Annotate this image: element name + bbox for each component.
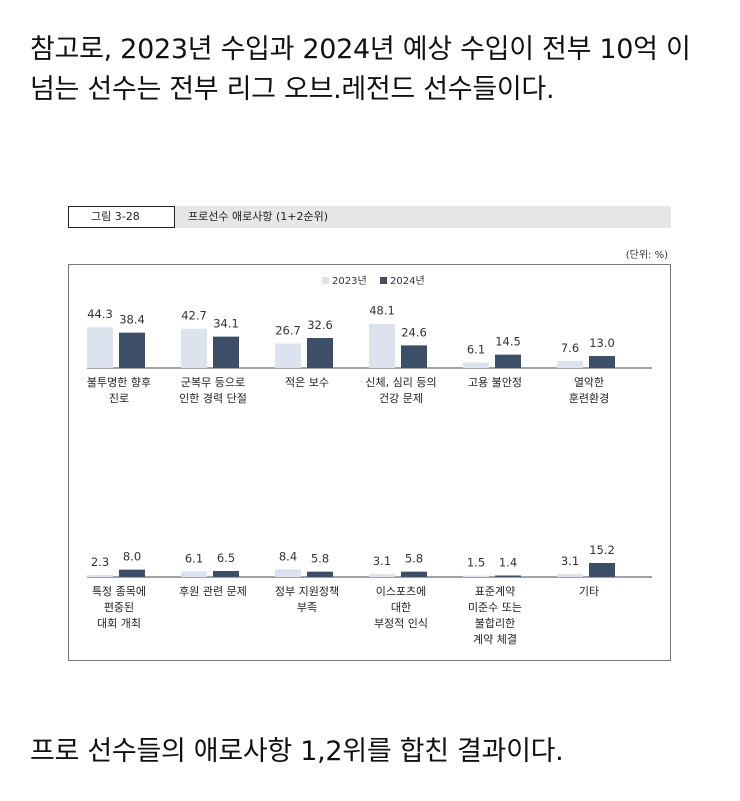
intro-paragraph: 참고로, 2023년 수입과 2024년 예상 수입이 전부 10억 이 넘는 … xyxy=(30,34,691,105)
bar-2023 xyxy=(181,328,207,368)
data-label-2023: 6.1 xyxy=(467,342,485,356)
bar-2023 xyxy=(557,574,583,577)
category-label: 진로 xyxy=(109,392,129,405)
outro-paragraph: 프로 선수들의 애로사항 1,2위를 합친 결과이다. xyxy=(30,736,564,767)
data-label-2024: 5.8 xyxy=(405,552,423,566)
legend-swatch-1 xyxy=(380,277,387,284)
data-label-2023: 3.1 xyxy=(561,554,579,568)
data-label-2024: 1.4 xyxy=(499,556,517,570)
category-label: 계약 체결 xyxy=(473,632,517,646)
bar-2024 xyxy=(495,575,521,577)
figure-number: 그림 3-28 xyxy=(68,206,175,228)
data-label-2023: 48.1 xyxy=(369,304,395,318)
bar-2024 xyxy=(307,338,333,368)
bar-2024 xyxy=(401,345,427,368)
bar-2023 xyxy=(369,323,395,368)
bar-2023 xyxy=(87,327,113,368)
bar-2023 xyxy=(369,574,395,577)
category-label: 미준수 또는 xyxy=(468,601,522,614)
bar-2024 xyxy=(589,356,615,368)
bar-2023 xyxy=(463,362,489,368)
bar-2023 xyxy=(463,575,489,577)
legend-label-0: 2023년 xyxy=(332,275,367,287)
category-label: 적은 보수 xyxy=(285,376,329,389)
category-label: 불투명한 향후 xyxy=(87,376,151,389)
category-label: 이스포츠에 xyxy=(376,585,427,598)
bar-2024 xyxy=(213,571,239,577)
data-label-2024: 15.2 xyxy=(589,543,615,557)
bar-2023 xyxy=(181,571,207,577)
bar-2024 xyxy=(213,336,239,368)
data-label-2024: 6.5 xyxy=(217,551,235,565)
data-label-2024: 13.0 xyxy=(589,336,615,350)
bar-2024 xyxy=(119,569,145,577)
bar-2024 xyxy=(589,563,615,577)
data-label-2024: 8.0 xyxy=(123,550,141,564)
data-label-2024: 38.4 xyxy=(119,313,145,327)
category-label: 정부 지원정책 xyxy=(275,585,339,598)
category-label: 군복무 등으로 xyxy=(181,376,245,389)
bar-2023 xyxy=(557,361,583,368)
bar-2023 xyxy=(275,343,301,368)
bar-2024 xyxy=(495,354,521,368)
data-label-2023: 7.6 xyxy=(561,341,579,355)
category-label: 후원 관련 문제 xyxy=(179,585,247,598)
unit-label: (단위: %) xyxy=(625,250,668,261)
data-label-2023: 3.1 xyxy=(373,554,391,568)
category-label: 훈련환경 xyxy=(569,392,609,405)
data-label-2023: 2.3 xyxy=(91,555,109,569)
bar-2023 xyxy=(87,574,113,577)
category-label: 부족 xyxy=(297,601,317,614)
category-label: 고용 불안정 xyxy=(468,376,522,389)
bar-2024 xyxy=(119,332,145,368)
legend-swatch-0 xyxy=(322,277,329,284)
category-label: 열악한 xyxy=(574,376,604,389)
data-label-2023: 8.4 xyxy=(279,549,297,563)
data-label-2024: 34.1 xyxy=(213,317,239,331)
category-label: 인한 경력 단절 xyxy=(179,392,247,405)
bar-2023 xyxy=(275,569,301,577)
bar-2024 xyxy=(401,571,427,577)
category-label: 대회 개최 xyxy=(97,617,141,630)
data-label-2023: 6.1 xyxy=(185,551,203,565)
figure-header: 그림 3-28 프로선수 애로사항 (1+2순위) xyxy=(68,206,671,228)
data-label-2024: 5.8 xyxy=(311,552,329,566)
category-label: 기타 xyxy=(579,585,599,598)
data-label-2024: 14.5 xyxy=(495,335,521,349)
category-label: 편중된 xyxy=(104,601,134,614)
category-label: 부정적 인식 xyxy=(374,617,428,630)
category-label: 대한 xyxy=(391,601,411,614)
bar-2024 xyxy=(307,571,333,577)
data-label-2024: 24.6 xyxy=(401,325,427,339)
legend-label-1: 2024년 xyxy=(390,275,425,287)
figure-title: 프로선수 애로사항 (1+2순위) xyxy=(188,210,328,223)
category-label: 건강 문제 xyxy=(379,392,423,405)
category-label: 표준계약 xyxy=(475,584,515,598)
category-label: 불합리한 xyxy=(475,617,515,630)
category-label: 신체, 심리 등의 xyxy=(365,376,436,389)
category-label: 특정 종목에 xyxy=(92,585,146,598)
data-label-2023: 44.3 xyxy=(87,307,113,321)
data-label-2023: 1.5 xyxy=(467,556,485,570)
data-label-2023: 26.7 xyxy=(275,323,301,337)
data-label-2023: 42.7 xyxy=(181,309,207,323)
data-label-2024: 32.6 xyxy=(307,318,333,332)
